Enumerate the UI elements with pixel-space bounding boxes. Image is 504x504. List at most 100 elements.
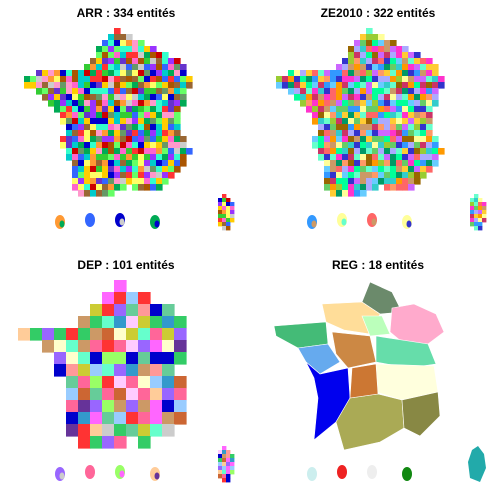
- map-region: [162, 76, 169, 83]
- map-region: [138, 88, 145, 95]
- map-region: [138, 136, 145, 143]
- map-region: [360, 172, 367, 179]
- map-region: [66, 142, 73, 149]
- map-region: [478, 214, 483, 219]
- map-region: [432, 160, 439, 167]
- map-region: [390, 178, 397, 185]
- map-region: [390, 184, 397, 191]
- map-region: [330, 88, 337, 95]
- map-region: [150, 88, 157, 95]
- map-region: [348, 94, 355, 101]
- map-region: [342, 136, 349, 143]
- map-region: [384, 178, 391, 185]
- map-region: [144, 172, 151, 179]
- map-region: [478, 206, 483, 211]
- map-region: [174, 400, 187, 413]
- map-region: [90, 64, 97, 71]
- map-region: [180, 154, 187, 161]
- map-region: [378, 106, 385, 113]
- map-region: [42, 82, 49, 89]
- map-region: [378, 166, 385, 173]
- map-region: [59, 220, 65, 228]
- map-region: [348, 136, 355, 143]
- map-region: [84, 136, 91, 143]
- map-region: [138, 46, 145, 53]
- map-region: [478, 226, 483, 231]
- map-region: [132, 136, 139, 143]
- map-region: [366, 166, 373, 173]
- map-region: [102, 148, 109, 155]
- map-region: [42, 76, 49, 83]
- map-region: [402, 178, 409, 185]
- map-region: [78, 100, 85, 107]
- map-region: [273, 321, 329, 349]
- map-region: [144, 184, 151, 191]
- map-region: [174, 388, 187, 401]
- map-region: [156, 88, 163, 95]
- map-region: [126, 112, 133, 119]
- map-region: [341, 218, 347, 226]
- map-region: [408, 124, 415, 131]
- map-region: [366, 154, 373, 161]
- map-region: [108, 190, 115, 197]
- map-region: [348, 82, 355, 89]
- map-region: [222, 214, 227, 219]
- map-region: [414, 154, 421, 161]
- map-region: [132, 148, 139, 155]
- map-region: [102, 190, 109, 197]
- map-region: [150, 178, 157, 185]
- map-region: [414, 64, 421, 71]
- map-region: [426, 112, 433, 119]
- map-region: [282, 82, 289, 89]
- map-region: [186, 82, 193, 89]
- map-region: [366, 136, 373, 143]
- map-region: [96, 160, 103, 167]
- map-region: [414, 112, 421, 119]
- map-region: [482, 202, 487, 207]
- map-region: [226, 206, 231, 211]
- map-region: [390, 52, 397, 59]
- map-region: [168, 58, 175, 65]
- map-region: [230, 206, 235, 211]
- map-region: [438, 148, 445, 155]
- map-region: [360, 58, 367, 65]
- map-region: [390, 100, 397, 107]
- map-region: [180, 148, 187, 155]
- map-region: [132, 88, 139, 95]
- map-region: [402, 106, 409, 113]
- map-region: [378, 118, 385, 125]
- map-region: [336, 178, 343, 185]
- map-region: [470, 214, 475, 219]
- map-region: [414, 142, 421, 149]
- map-region: [470, 202, 475, 207]
- map-region: [66, 148, 73, 155]
- map-region: [114, 76, 121, 83]
- map-region: [78, 166, 85, 173]
- map-region: [120, 46, 127, 53]
- map-region: [348, 166, 355, 173]
- map-region: [390, 88, 397, 95]
- map-region: [384, 112, 391, 119]
- map-region: [318, 112, 325, 119]
- map-region: [102, 40, 109, 47]
- map-region: [402, 64, 409, 71]
- map-region: [230, 466, 235, 471]
- map-region: [78, 316, 91, 329]
- map-region: [138, 142, 145, 149]
- map-region: [348, 52, 355, 59]
- map-region: [222, 206, 227, 211]
- map-region: [218, 470, 223, 475]
- map-region: [426, 76, 433, 83]
- map-region: [102, 88, 109, 95]
- map-region: [408, 160, 415, 167]
- map-region: [90, 136, 97, 143]
- map-region: [120, 112, 127, 119]
- map-region: [108, 160, 115, 167]
- map-region: [120, 118, 127, 125]
- map-region: [470, 222, 475, 227]
- map-region: [312, 136, 319, 143]
- map-region: [36, 82, 43, 89]
- map-region: [218, 454, 223, 459]
- map-region: [66, 118, 73, 125]
- map-region: [482, 218, 487, 223]
